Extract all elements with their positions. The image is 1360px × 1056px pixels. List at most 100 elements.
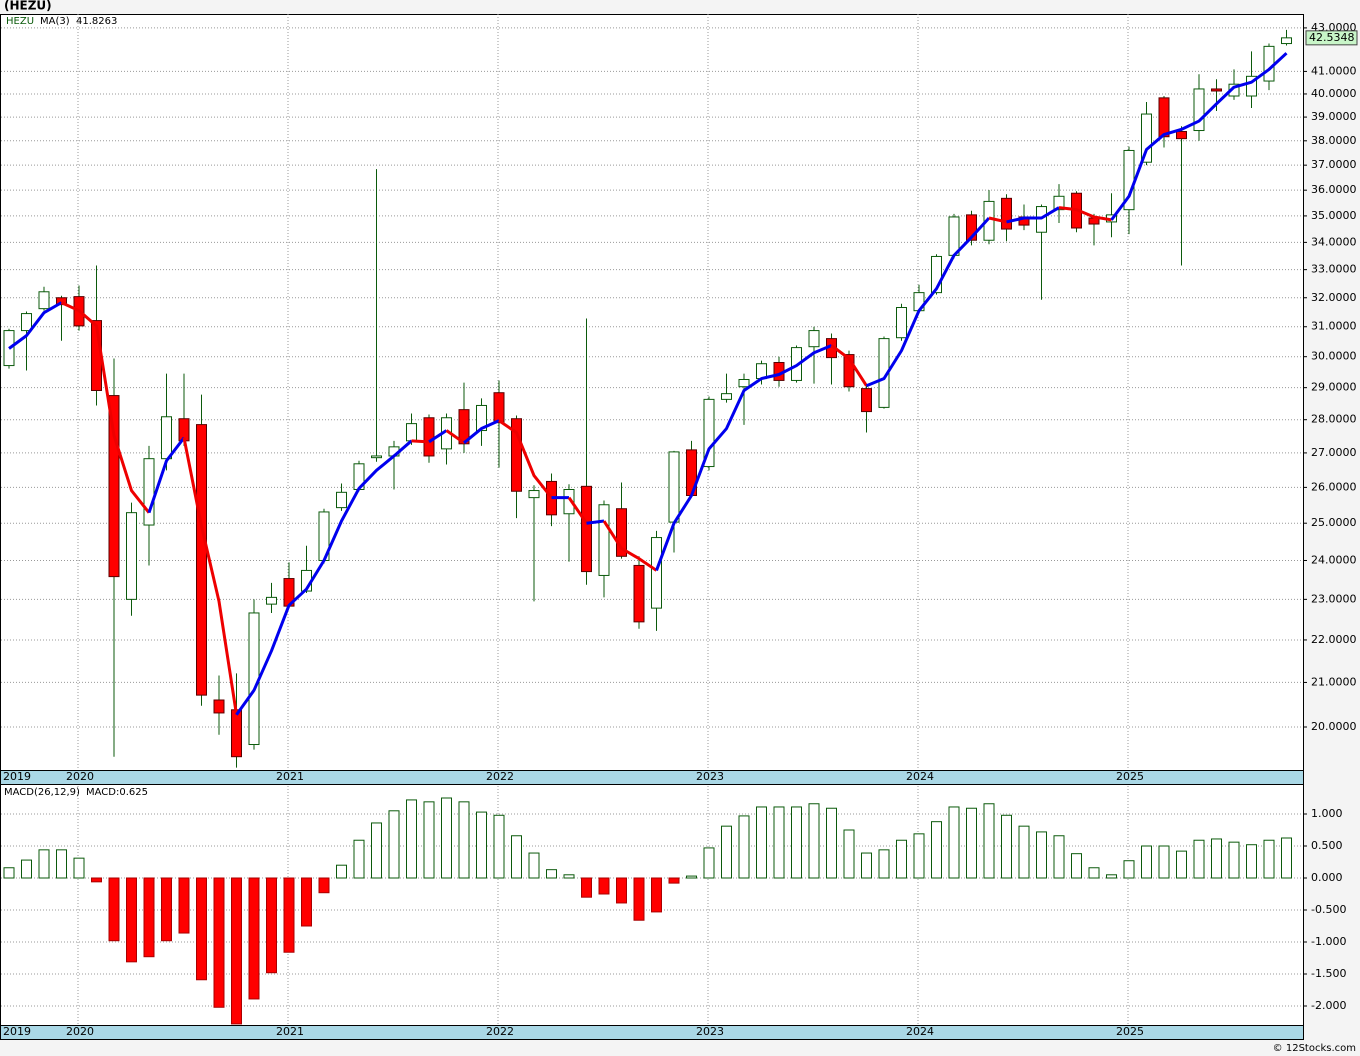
macd-bar	[143, 877, 155, 958]
y-tick-label: 22.0000	[1311, 633, 1357, 646]
macd-bar	[931, 821, 942, 879]
candle-body	[738, 379, 750, 388]
macd-bar	[511, 835, 522, 879]
candle-body	[266, 596, 277, 605]
candle-body	[21, 313, 32, 332]
y-tick-label: 28.0000	[1311, 413, 1357, 426]
macd-bar	[616, 877, 627, 904]
macd-bar	[598, 877, 610, 895]
y-tick-label: 26.0000	[1311, 480, 1357, 493]
macd-bar	[861, 852, 872, 879]
moving-average-line	[8, 301, 63, 350]
macd-bar	[283, 877, 295, 953]
candle-body	[1263, 45, 1275, 82]
y-tick-label: 39.0000	[1311, 110, 1357, 123]
macd-bar	[388, 810, 400, 879]
candle-body	[1246, 75, 1257, 97]
macd-bar	[546, 869, 557, 879]
candle-body	[651, 537, 662, 609]
macd-bar	[808, 803, 820, 879]
candle-body	[56, 297, 67, 306]
candle-body	[178, 418, 190, 442]
macd-bar	[1001, 814, 1012, 879]
macd-bar	[1246, 844, 1257, 879]
candle-body	[808, 330, 820, 348]
macd-bar	[266, 877, 277, 974]
y-tick-label: 32.0000	[1311, 291, 1357, 304]
macd-bar	[56, 849, 67, 879]
candle-body	[1281, 37, 1292, 45]
moving-average-line	[567, 496, 588, 525]
macd-bar	[336, 864, 347, 879]
macd-bar	[703, 847, 715, 879]
candle-body	[196, 424, 207, 696]
x-tick-label: 2019	[3, 1025, 31, 1038]
macd-bar	[91, 877, 102, 883]
y-tick-label: 35.0000	[1311, 209, 1357, 222]
price-panel	[0, 14, 1304, 771]
moving-average-line	[655, 344, 833, 571]
moving-average-line	[498, 419, 553, 499]
last-price-label: 42.5348	[1309, 31, 1355, 44]
macd-bar	[878, 849, 890, 879]
candle-body	[476, 404, 487, 432]
y-tick-label: 31.0000	[1311, 320, 1357, 333]
candle-body	[458, 409, 470, 445]
y-tick-label: 33.0000	[1311, 263, 1357, 276]
moving-average-line	[411, 439, 430, 444]
last-price-box	[1305, 30, 1358, 46]
macd-bar	[773, 806, 785, 879]
macd-bar	[966, 807, 977, 879]
macd-bar	[633, 877, 645, 921]
candle-body	[581, 485, 592, 573]
candle-body	[371, 455, 382, 459]
candle-body	[511, 418, 522, 492]
y-tick-label: 0.000	[1311, 871, 1343, 884]
candle-body	[213, 699, 225, 714]
y-tick-label: 38.0000	[1311, 134, 1357, 147]
moving-average-line	[602, 520, 658, 572]
y-tick-label: 27.0000	[1311, 446, 1357, 459]
candle-body	[1176, 130, 1187, 140]
legend-symbol: HEZU	[6, 16, 34, 27]
candle-body	[633, 564, 645, 623]
y-tick-label: -1.500	[1311, 967, 1346, 980]
moving-average-line	[147, 436, 186, 514]
macd-bar	[73, 857, 85, 879]
candle-body	[1158, 97, 1170, 138]
macd-bar	[301, 877, 312, 927]
moving-average-line	[60, 301, 151, 514]
x-tick-label: 2021	[276, 770, 304, 783]
candle-body	[126, 512, 137, 600]
y-tick-label: 24.0000	[1311, 553, 1357, 566]
moving-average-line	[463, 419, 500, 444]
macd-bar	[1263, 839, 1275, 879]
macd-bar	[528, 852, 540, 879]
macd-bar	[21, 859, 32, 879]
candle-body	[1141, 113, 1152, 163]
macd-bar	[1158, 845, 1170, 879]
date-axis	[0, 770, 1304, 785]
macd-bar	[1176, 850, 1187, 879]
candle-body	[721, 393, 732, 400]
moving-average-line	[988, 216, 1007, 224]
candle-body	[966, 214, 977, 241]
macd-bar	[1036, 831, 1047, 879]
x-tick-label: 2021	[276, 1025, 304, 1038]
y-tick-label: -0.500	[1311, 903, 1346, 916]
moving-average-line	[182, 437, 238, 715]
legend-indicator: MACD(26,12,9)	[4, 787, 80, 798]
macd-bar	[1123, 860, 1135, 879]
macd-bar	[581, 877, 592, 898]
candle-body	[1211, 88, 1222, 92]
y-tick-label: 40.0000	[1311, 87, 1357, 100]
macd-bar	[791, 806, 802, 879]
macd-bar	[1088, 867, 1100, 879]
candle-body	[931, 255, 942, 294]
x-tick-label: 2019	[3, 770, 31, 783]
y-tick-label: -2.000	[1311, 999, 1346, 1012]
macd-bar	[3, 867, 15, 879]
macd-bar	[896, 839, 907, 879]
